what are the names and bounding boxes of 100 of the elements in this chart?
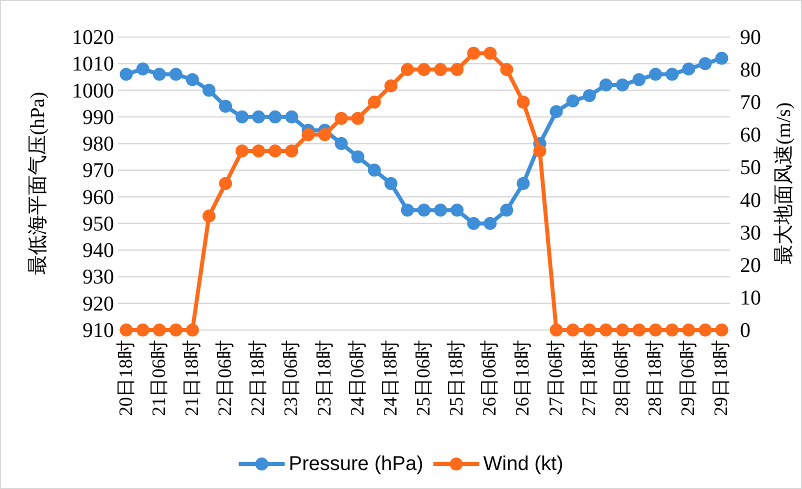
point bbox=[152, 68, 166, 81]
point bbox=[632, 73, 646, 86]
y2-tick-label: 50 bbox=[740, 155, 761, 180]
point bbox=[351, 150, 364, 164]
y-tick-label: 910 bbox=[82, 318, 114, 342]
point bbox=[285, 110, 298, 124]
x-tick-label: 25日06时 bbox=[414, 340, 434, 416]
x-tick-label: 26日18时 bbox=[512, 340, 534, 416]
point bbox=[219, 177, 232, 190]
y-tick-label: 960 bbox=[82, 184, 114, 209]
point bbox=[500, 63, 514, 76]
point bbox=[186, 73, 199, 86]
x-tick-label: 21日06时 bbox=[148, 340, 170, 416]
x-tick-label: 24日06时 bbox=[347, 340, 368, 416]
legend-label: Pressure (hPa) bbox=[288, 453, 424, 475]
x-tick-label: 29日06时 bbox=[678, 340, 700, 416]
x-tick-label: 22日06时 bbox=[215, 340, 236, 416]
y2-tick-label: 30 bbox=[740, 220, 761, 244]
point bbox=[252, 144, 266, 158]
x-tick-label: 21日18时 bbox=[182, 340, 203, 416]
x-tick-label: 22日18时 bbox=[248, 340, 270, 416]
y2-tick-label: 10 bbox=[740, 285, 761, 310]
point bbox=[236, 144, 249, 158]
point bbox=[467, 216, 480, 230]
point bbox=[550, 105, 563, 118]
point bbox=[368, 96, 381, 109]
point bbox=[682, 324, 696, 336]
point bbox=[285, 144, 298, 158]
point bbox=[484, 216, 497, 230]
point bbox=[152, 324, 166, 336]
y-tick-label: 920 bbox=[82, 291, 114, 316]
point bbox=[418, 204, 430, 217]
y2-tick-label: 0 bbox=[740, 318, 750, 342]
point bbox=[682, 62, 696, 76]
point bbox=[169, 68, 182, 81]
point bbox=[334, 112, 348, 125]
y-tick-label: 980 bbox=[82, 132, 114, 156]
point bbox=[202, 210, 216, 223]
x-tick-label: 27日06时 bbox=[546, 340, 567, 416]
y2-axis-title: 最大地面风速(m/s) bbox=[773, 102, 795, 265]
y-tick-label: 1000 bbox=[72, 78, 114, 102]
point bbox=[666, 324, 679, 336]
point bbox=[268, 144, 282, 158]
point bbox=[649, 324, 662, 336]
point bbox=[252, 110, 266, 124]
point bbox=[632, 324, 646, 336]
x-tick-label: 24日18时 bbox=[380, 340, 402, 416]
point bbox=[467, 46, 480, 60]
point bbox=[368, 164, 381, 177]
y2-tick-label: 20 bbox=[740, 252, 761, 277]
y2-tick-label: 70 bbox=[740, 90, 761, 114]
point bbox=[318, 128, 332, 142]
point bbox=[550, 324, 563, 336]
point bbox=[302, 128, 315, 142]
point bbox=[484, 46, 497, 60]
y-tick-label: 970 bbox=[82, 158, 114, 182]
point bbox=[120, 68, 133, 81]
point bbox=[450, 63, 464, 76]
x-tick-label: 28日18时 bbox=[645, 340, 666, 416]
point bbox=[666, 68, 679, 81]
point bbox=[384, 79, 398, 92]
point bbox=[434, 204, 448, 217]
point bbox=[599, 78, 612, 92]
y-tick-label: 1010 bbox=[72, 52, 114, 76]
point bbox=[384, 177, 398, 190]
point bbox=[450, 204, 464, 217]
point bbox=[715, 52, 728, 65]
point bbox=[334, 137, 348, 150]
point bbox=[533, 144, 546, 158]
y-axis-title: 最低海平面气压(hPa) bbox=[27, 92, 49, 276]
x-tick-label: 26日06时 bbox=[480, 340, 501, 416]
point bbox=[698, 57, 712, 70]
x-tick-label: 20日18时 bbox=[116, 340, 137, 416]
x-tick-label: 29日18时 bbox=[711, 340, 732, 416]
point bbox=[566, 94, 580, 108]
y-tick-label: 950 bbox=[82, 211, 114, 236]
point bbox=[351, 112, 364, 125]
point bbox=[616, 324, 629, 336]
point bbox=[219, 100, 232, 113]
x-tick-label: 27日18时 bbox=[578, 340, 600, 416]
x-tick-label: 25日18时 bbox=[446, 340, 468, 416]
point bbox=[136, 62, 150, 76]
point bbox=[400, 63, 414, 76]
point bbox=[500, 204, 514, 217]
y-tick-label: 990 bbox=[82, 104, 114, 129]
point bbox=[582, 89, 596, 102]
point bbox=[566, 324, 580, 336]
point bbox=[186, 324, 199, 336]
point bbox=[599, 324, 612, 336]
y2-tick-label: 40 bbox=[740, 188, 761, 212]
point bbox=[236, 110, 249, 124]
point bbox=[268, 110, 282, 124]
x-tick-label: 23日06时 bbox=[281, 340, 302, 416]
point bbox=[434, 63, 448, 76]
point bbox=[202, 84, 216, 97]
point bbox=[516, 96, 530, 109]
y2-tick-label: 80 bbox=[740, 58, 761, 82]
point bbox=[698, 324, 712, 336]
y2-tick-label: 60 bbox=[740, 122, 761, 147]
y-tick-label: 930 bbox=[82, 264, 114, 289]
